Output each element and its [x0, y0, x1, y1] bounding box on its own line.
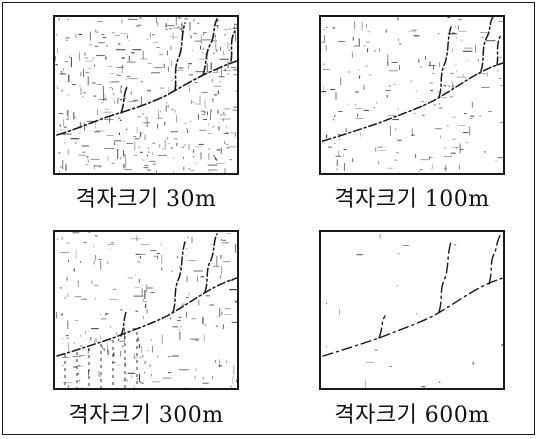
tributary	[378, 315, 386, 339]
panel-caption-30m: 격자크기 30m	[75, 187, 217, 212]
tributary	[172, 241, 186, 313]
tributary	[202, 18, 218, 76]
main-channel	[322, 277, 503, 357]
tributary	[496, 34, 502, 66]
main-channel	[322, 62, 503, 142]
tributary	[438, 241, 452, 313]
panel-caption-100m: 격자크기 100m	[334, 187, 490, 212]
panel-caption-300m: 격자크기 300m	[68, 403, 224, 428]
tributary	[488, 233, 502, 285]
stream-network-plot-600m	[322, 233, 503, 388]
stream-network-plot-300m	[55, 232, 237, 388]
stream-network-plot-100m	[321, 17, 503, 172]
stream-network-plot-30m	[55, 17, 237, 173]
stream-network-map-600m	[319, 230, 505, 390]
stream-network-map-100m	[319, 15, 505, 175]
panel-caption-600m: 격자크기 600m	[334, 403, 490, 428]
tributary	[230, 30, 236, 62]
stream-network-map-30m	[53, 15, 239, 175]
tributary	[174, 22, 186, 91]
main-channel	[56, 277, 237, 357]
tributary	[120, 309, 128, 337]
tributary	[438, 26, 452, 98]
tributary	[120, 86, 128, 114]
figure-frame: 격자크기 30m 격자크기 100m	[2, 2, 535, 435]
tributary	[480, 17, 494, 72]
stream-network-map-300m	[53, 230, 239, 390]
tributary	[204, 233, 218, 293]
main-channel	[56, 60, 237, 136]
